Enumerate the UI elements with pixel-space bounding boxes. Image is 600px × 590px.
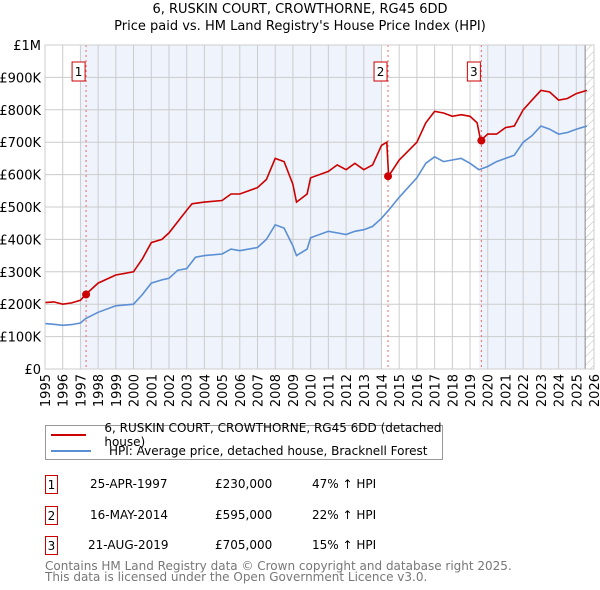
series-line	[44, 89, 588, 306]
x-tick-label: 2024	[553, 374, 568, 407]
x-tick-label: 2022	[517, 374, 532, 407]
sale-date: 21-AUG-2019	[88, 538, 169, 552]
x-tick-label: 2014	[375, 374, 390, 407]
y-tick-label: £300K	[0, 266, 41, 281]
legend-swatch-blue	[51, 450, 91, 452]
y-tick-label: £1M	[13, 39, 41, 54]
sale-badge-box	[466, 61, 481, 82]
y-tick-label: £700K	[0, 136, 41, 151]
x-tick-label: 2018	[446, 374, 461, 407]
y-tick-label: £600K	[0, 169, 41, 184]
x-tick-label: 2021	[499, 374, 514, 407]
legend: 6, RUSKIN COURT, CROWTHORNE, RG45 6DD (d…	[45, 421, 443, 460]
x-tick-label: 1996	[57, 374, 72, 407]
sale-date: 16-MAY-2014	[90, 507, 169, 522]
x-tick-label: 2026	[588, 374, 600, 407]
x-tick-label: 1995	[39, 374, 54, 407]
x-tick-label: 2004	[198, 374, 213, 407]
price-chart: £0 £100K £200K £300K £400K £500K £600K £700K £80…	[0, 39, 600, 407]
sale-hpi-diff: 47% ↑ HPI	[312, 477, 377, 491]
x-tick-label: 2017	[429, 374, 444, 407]
sale-point	[82, 290, 91, 299]
sale-badge-box	[373, 61, 388, 82]
x-tick-label: 2009	[287, 374, 302, 407]
x-tick-label: 2016	[411, 374, 426, 407]
x-tick-label: 2023	[535, 374, 550, 407]
sale-point	[384, 172, 393, 181]
x-tick-label: 2019	[464, 374, 479, 407]
sale-price: £595,000	[215, 507, 273, 522]
x-tick-label: 2010	[305, 374, 320, 407]
x-tick-label: 2007	[252, 374, 267, 407]
legend-swatch-red	[51, 434, 87, 436]
sale-price: £230,000	[215, 477, 273, 491]
x-tick-label: 1997	[74, 374, 89, 407]
sale-badge-label: 3	[470, 65, 478, 79]
y-tick-label: £0	[24, 363, 41, 378]
sale-number: 3	[45, 536, 58, 555]
x-tick-label: 2002	[163, 374, 178, 407]
x-tick-label: 2013	[358, 374, 373, 407]
series-line	[44, 125, 588, 327]
x-tick-label: 2005	[216, 374, 231, 407]
x-tick-label: 2020	[482, 374, 497, 407]
y-tick-label: £100K	[0, 331, 41, 346]
legend-item-hpi: HPI: Average price, detached house, Brac…	[46, 443, 428, 459]
sale-badge-label: 2	[377, 65, 385, 79]
chart-subtitle: Price paid vs. HM Land Registry's House …	[114, 19, 486, 34]
legend-label: HPI: Average price, detached house, Brac…	[109, 444, 428, 458]
sale-number: 2	[45, 505, 58, 525]
x-tick-label: 2006	[234, 374, 249, 407]
x-tick-label: 1998	[92, 374, 107, 407]
x-tick-label: 2012	[340, 374, 355, 407]
x-tick-label: 1999	[110, 374, 125, 407]
footer-licence: This data is licensed under the Open Gov…	[45, 570, 428, 584]
y-tick-label: £500K	[0, 201, 41, 216]
sale-badge-label: 1	[75, 65, 83, 79]
sale-point	[477, 136, 486, 145]
x-tick-label: 2000	[128, 374, 143, 407]
legend-item-property: 6, RUSKIN COURT, CROWTHORNE, RG45 6DD (d…	[46, 421, 442, 449]
x-tick-label: 2015	[393, 374, 408, 407]
x-tick-label: 2025	[570, 374, 585, 407]
plot-border	[44, 44, 595, 370]
legend-label: 6, RUSKIN COURT, CROWTHORNE, RG45 6DD (d…	[104, 421, 442, 449]
sale-badge-box	[71, 61, 86, 82]
sale-hpi-diff: 22% ↑ HPI	[312, 507, 377, 522]
chart-title: 6, RUSKIN COURT, CROWTHORNE, RG45 6DD	[152, 2, 448, 17]
y-tick-label: £200K	[0, 298, 41, 313]
x-tick-label: 2001	[145, 374, 160, 407]
y-tick-label: £800K	[0, 104, 41, 119]
sale-number: 1	[45, 475, 58, 494]
x-tick-label: 2003	[181, 374, 196, 407]
sale-price: £705,000	[215, 538, 273, 552]
y-tick-label: £400K	[0, 233, 41, 248]
sale-hpi-diff: 15% ↑ HPI	[312, 538, 377, 552]
y-tick-label: £900K	[0, 71, 41, 86]
x-tick-label: 2011	[322, 374, 337, 407]
sale-date: 25-APR-1997	[90, 477, 168, 491]
x-tick-label: 2008	[269, 374, 284, 407]
footer-copyright: Contains HM Land Registry data © Crown c…	[45, 559, 512, 573]
